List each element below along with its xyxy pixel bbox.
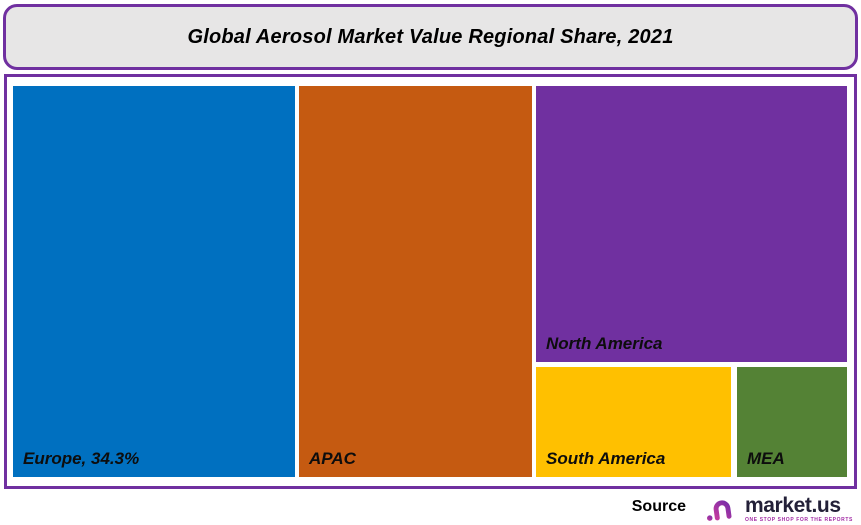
tile-label-north-america: North America bbox=[546, 334, 663, 353]
logo-wordmark: market.us bbox=[745, 494, 841, 517]
tile-label-apac: APAC bbox=[309, 449, 356, 468]
marketus-logo: market.us ONE STOP SHOP FOR THE REPORTS bbox=[702, 491, 853, 523]
chart-title-box: Global Aerosol Market Value Regional Sha… bbox=[3, 4, 858, 70]
marketus-logo-text: market.us ONE STOP SHOP FOR THE REPORTS bbox=[745, 495, 853, 523]
source-row: Source market.us ONE STOP SHO bbox=[632, 490, 853, 524]
treemap-tile-north-america: North America bbox=[536, 86, 847, 362]
source-label: Source bbox=[631, 498, 686, 515]
tile-label-mea: MEA bbox=[747, 449, 785, 468]
treemap-tile-mea: MEA bbox=[737, 367, 847, 477]
treemap-tile-apac: APAC bbox=[299, 86, 532, 477]
tile-label-europe: Europe, 34.3% bbox=[23, 449, 140, 468]
logo-tagline: ONE STOP SHOP FOR THE REPORTS bbox=[745, 517, 853, 523]
treemap-tile-south-america: South America bbox=[536, 367, 731, 477]
treemap: Europe, 34.3% APAC North America South A… bbox=[4, 74, 857, 489]
tile-label-south-america: South America bbox=[546, 449, 666, 468]
marketus-logo-icon bbox=[706, 492, 739, 521]
chart-title: Global Aerosol Market Value Regional Sha… bbox=[187, 25, 674, 48]
treemap-tile-europe: Europe, 34.3% bbox=[13, 86, 295, 477]
